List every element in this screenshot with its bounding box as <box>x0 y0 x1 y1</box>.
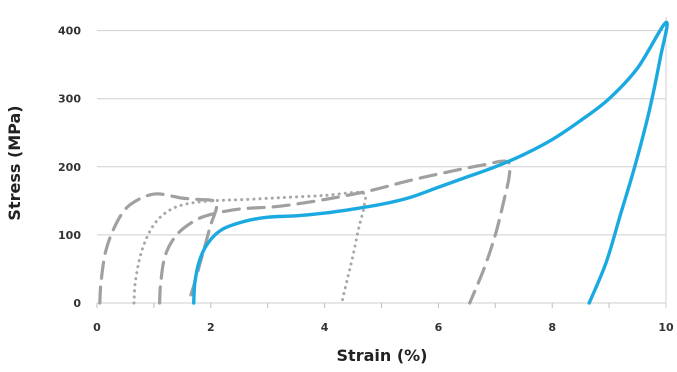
series-line-1-dashed <box>98 192 219 305</box>
series-line-3-dashed <box>157 159 512 305</box>
y-tick-label: 300 <box>58 93 81 106</box>
x-tick-label: 4 <box>321 321 329 334</box>
series-line-4-solid <box>192 20 669 305</box>
y-tick-label: 0 <box>73 297 81 310</box>
y-tick-label: 100 <box>58 229 81 242</box>
ticks-layer: 0 100 200 300 400 0 2 4 6 8 10 <box>58 25 674 334</box>
x-tick-label: 8 <box>548 321 556 334</box>
series-layer <box>98 20 669 305</box>
x-axis-title: Strain (%) <box>337 346 428 365</box>
y-tick-label: 200 <box>58 161 81 174</box>
y-tick-label: 400 <box>58 25 81 38</box>
x-tick-label: 6 <box>435 321 443 334</box>
y-axis-title: Stress (MPa) <box>5 105 24 220</box>
x-tick-label: 0 <box>93 321 101 334</box>
grid-layer <box>96 17 667 308</box>
x-tick-label: 2 <box>207 321 215 334</box>
x-tick-label: 10 <box>658 321 674 334</box>
